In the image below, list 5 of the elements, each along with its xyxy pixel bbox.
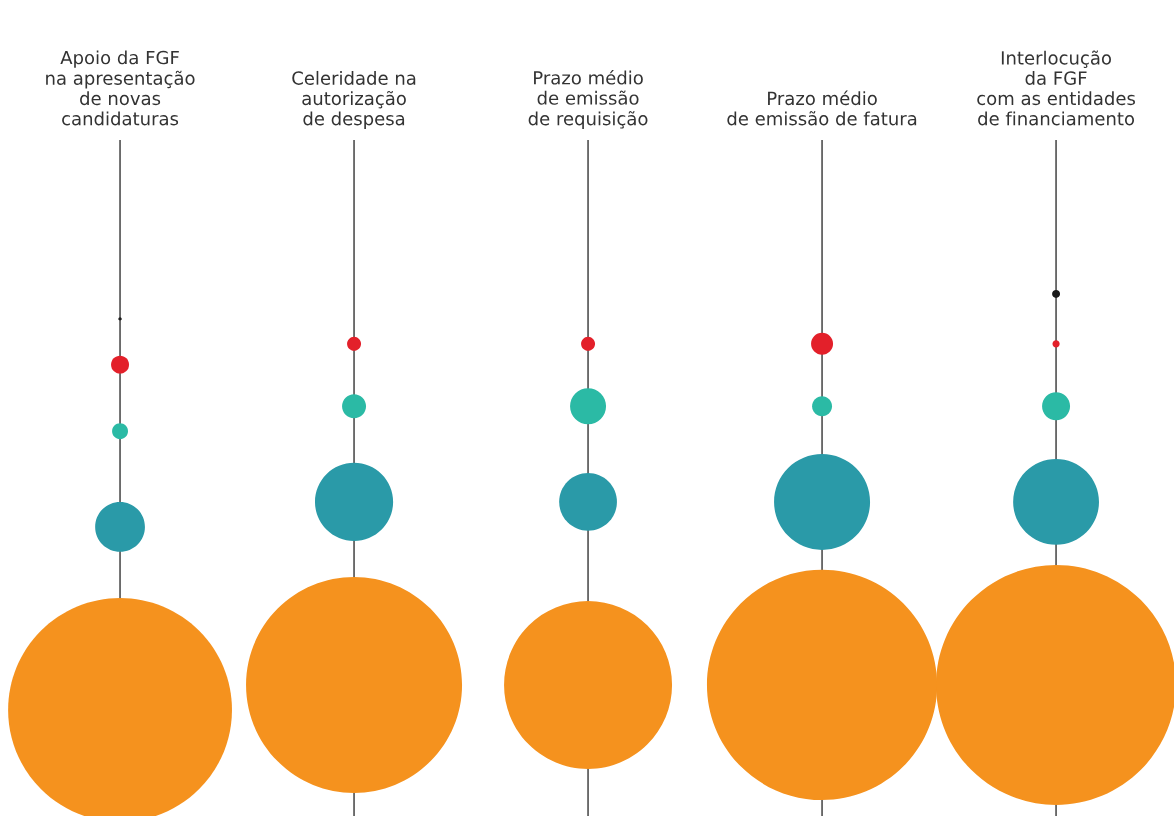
- x-tick-label: Apoio da FGF na apresentação de novas candidaturas: [46, 50, 195, 126]
- x-tick-label: Prazo médio de emissão de requisição: [528, 69, 648, 129]
- x-tick-label: Prazo médio de emissão de fatura: [727, 90, 917, 126]
- x-tick-label: Celeridade na autorização de despesa: [292, 70, 416, 129]
- x-tick-label: Interlocução da FGF com as entidades de financiamento: [977, 50, 1136, 126]
